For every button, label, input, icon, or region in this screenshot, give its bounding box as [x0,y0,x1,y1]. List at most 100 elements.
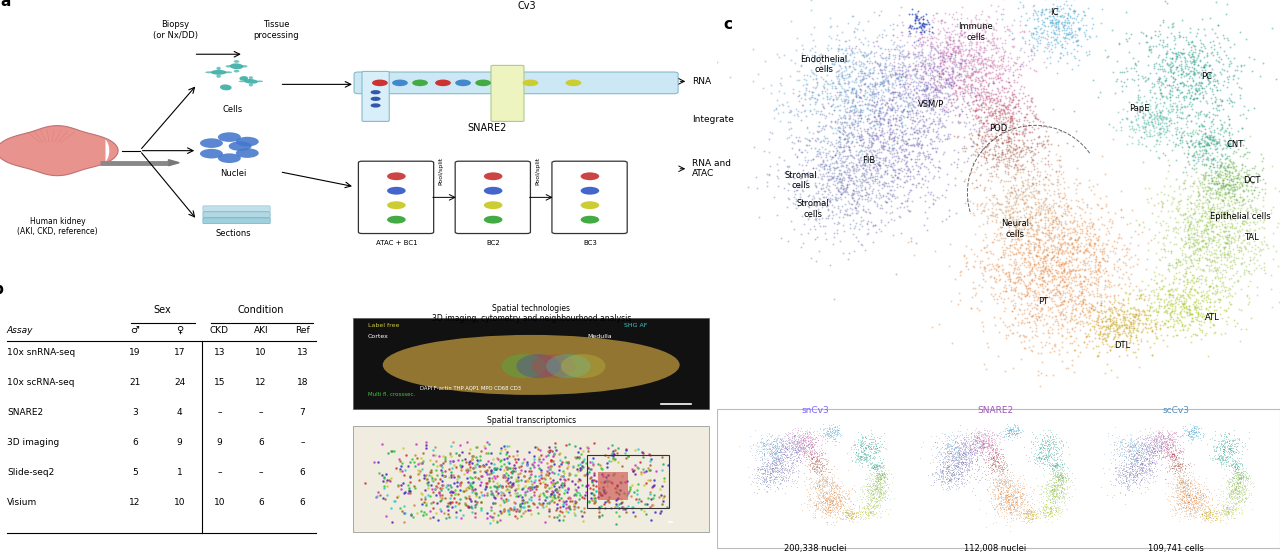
Point [884,105,905,114]
Text: BC2: BC2 [486,239,500,246]
Point [1021,311,1042,320]
Point [986,218,1006,227]
Point [1239,170,1260,179]
Point [863,85,883,94]
Point [847,151,868,160]
Point [899,10,919,19]
Point [1032,5,1052,14]
Point [399,486,420,495]
Point [882,230,902,239]
Point [1012,187,1033,196]
Point [1212,30,1233,39]
Point [1005,192,1025,201]
Point [911,20,932,28]
Point [1204,141,1225,150]
Point [888,70,909,79]
Point [1059,229,1079,238]
Point [1138,324,1158,333]
Point [1119,132,1139,141]
Point [835,210,855,219]
Point [868,134,888,143]
Point [788,90,809,99]
Point [914,86,934,95]
Point [801,195,822,204]
Point [1037,213,1057,222]
Point [456,457,476,466]
Point [1021,326,1042,335]
Point [1130,103,1151,112]
Point [769,152,790,161]
Point [1175,92,1196,100]
Point [1140,111,1161,120]
Point [1226,277,1247,286]
Point [1197,132,1217,141]
Point [1053,230,1074,239]
Point [1005,229,1025,238]
Point [1224,234,1244,243]
Point [813,51,833,60]
Point [1091,204,1111,213]
Point [947,93,968,102]
Point [1157,107,1178,116]
Point [544,490,564,499]
Point [1041,253,1061,262]
Point [818,46,838,55]
Point [543,456,563,465]
Point [979,93,1000,102]
Point [1212,178,1233,187]
FancyBboxPatch shape [353,318,709,410]
Point [780,105,800,114]
Point [993,4,1014,13]
Point [470,480,490,489]
Point [876,109,896,118]
Point [622,504,643,513]
Point [1080,280,1101,289]
Point [992,158,1012,167]
Point [1196,125,1216,134]
Point [1149,95,1170,104]
Point [1006,222,1027,230]
Point [1011,189,1032,198]
Point [960,41,980,50]
Point [1093,256,1114,264]
Point [1010,213,1030,222]
Point [1201,131,1221,140]
Point [841,99,861,108]
Point [998,167,1019,176]
Point [1221,233,1242,242]
Point [1007,95,1028,104]
Point [932,106,952,115]
Point [933,42,954,51]
Point [873,54,893,63]
Point [1151,253,1171,262]
Point [1016,156,1037,165]
Point [1143,114,1164,123]
Point [928,66,948,75]
Point [975,78,996,86]
Point [470,505,490,514]
Point [1188,50,1208,59]
Point [1111,305,1132,314]
Point [881,185,901,194]
Point [1011,230,1032,239]
Point [375,512,396,521]
Point [1196,233,1216,242]
Point [836,118,856,127]
Point [950,110,970,119]
Point [972,123,992,132]
Point [1151,330,1171,339]
Point [972,74,992,83]
Point [886,182,906,191]
Point [856,218,877,227]
Point [556,506,576,515]
Point [1027,227,1047,236]
Point [498,485,518,494]
Point [376,490,397,499]
Point [1166,49,1187,57]
Point [1050,193,1070,202]
Point [1215,211,1235,220]
Point [1039,161,1060,170]
Point [1212,182,1233,191]
Point [794,75,814,84]
Point [1148,294,1169,302]
